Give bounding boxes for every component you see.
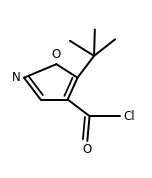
Text: N: N xyxy=(11,71,20,84)
Text: O: O xyxy=(51,48,60,61)
Text: Cl: Cl xyxy=(124,110,135,123)
Text: O: O xyxy=(83,143,92,156)
